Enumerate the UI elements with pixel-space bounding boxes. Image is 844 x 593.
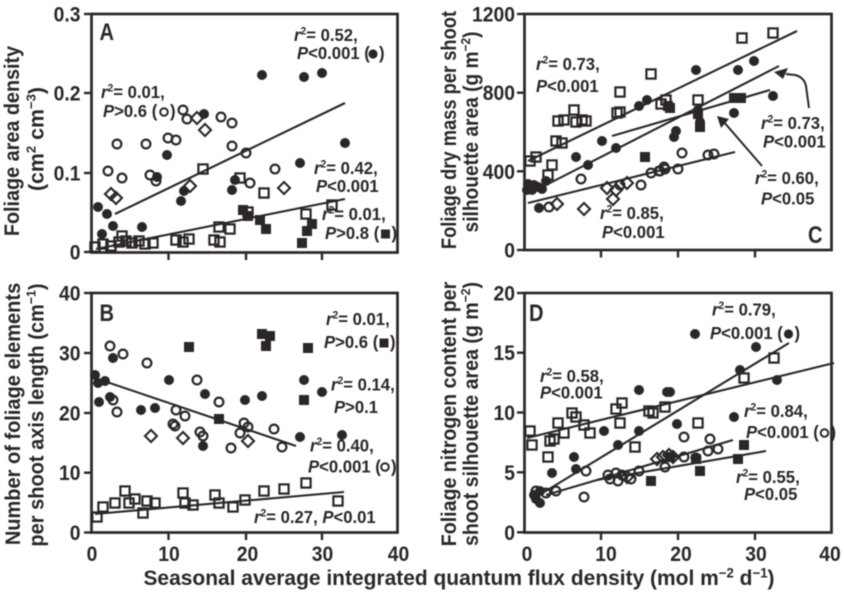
svg-text:r2= 0.42,: r2= 0.42, <box>314 158 378 178</box>
svg-text:0: 0 <box>522 543 533 566</box>
svg-text:P<0.001 (: P<0.001 ( <box>710 324 783 343</box>
svg-text:r2= 0.40,: r2= 0.40, <box>310 436 374 456</box>
svg-text:r2= 0.73,: r2= 0.73, <box>536 54 600 74</box>
svg-text:): ) <box>379 44 385 63</box>
svg-text:r2= 0.55,: r2= 0.55, <box>736 467 800 487</box>
svg-text:40: 40 <box>59 283 80 306</box>
svg-text:P<0.05: P<0.05 <box>761 189 814 208</box>
svg-text:Foliage area density: Foliage area density <box>0 45 24 236</box>
svg-text:): ) <box>795 324 801 343</box>
svg-text:20: 20 <box>494 283 515 306</box>
svg-text:40: 40 <box>388 543 409 566</box>
svg-text:C: C <box>808 221 823 248</box>
svg-text:): ) <box>392 224 398 243</box>
svg-text:P<0.001: P<0.001 <box>763 132 826 151</box>
svg-text:10: 10 <box>158 543 179 566</box>
svg-text:5: 5 <box>504 462 515 485</box>
svg-text:r2= 0.58,: r2= 0.58, <box>540 366 604 386</box>
svg-text:20: 20 <box>237 543 258 566</box>
svg-text:10: 10 <box>595 543 616 566</box>
svg-text:P<0.05: P<0.05 <box>744 485 797 504</box>
svg-text:): ) <box>831 423 837 442</box>
svg-text:per shoot axis length (cm−1​): per shoot axis length (cm−1​) <box>23 283 49 546</box>
svg-text:D: D <box>529 299 544 326</box>
svg-text:P>0.6 (: P>0.6 ( <box>103 102 158 121</box>
svg-text:10: 10 <box>59 463 80 486</box>
svg-text:r2= 0.01,: r2= 0.01, <box>326 309 390 329</box>
svg-text:P<0.001: P<0.001 <box>536 77 599 96</box>
svg-text:silhouette area (g m−2​): silhouette area (g m−2​) <box>458 32 483 233</box>
svg-text:r2= 0.84,: r2= 0.84, <box>744 401 808 421</box>
svg-text:r2= 0.60,: r2= 0.60, <box>755 168 819 188</box>
svg-text:r2= 0.14,: r2= 0.14, <box>331 375 395 395</box>
svg-text:0.1: 0.1 <box>54 163 81 186</box>
svg-text:r2= 0.79,: r2= 0.79, <box>712 300 776 320</box>
svg-text:r2= 0.01,: r2= 0.01, <box>101 82 165 102</box>
svg-text:0.2: 0.2 <box>54 83 81 106</box>
svg-text:15: 15 <box>494 343 515 366</box>
svg-text:0: 0 <box>87 543 98 566</box>
svg-text:r2= 0.01,: r2= 0.01, <box>322 204 386 224</box>
svg-text:1200: 1200 <box>472 4 515 27</box>
svg-text:30: 30 <box>312 543 333 566</box>
svg-text:10: 10 <box>494 402 515 425</box>
svg-text:400: 400 <box>483 161 515 184</box>
svg-text:P>0.1: P>0.1 <box>334 398 378 417</box>
svg-text:A: A <box>100 18 115 45</box>
svg-text:0: 0 <box>504 522 515 545</box>
svg-text:r2= 0.52,: r2= 0.52, <box>294 25 358 45</box>
svg-text:40: 40 <box>819 543 840 566</box>
svg-text:Seasonal average integrated qu: Seasonal average integrated quantum flux… <box>143 565 774 590</box>
svg-text:20: 20 <box>670 543 691 566</box>
svg-text:P>0.8 (: P>0.8 ( <box>325 224 380 243</box>
svg-text:): ) <box>390 333 396 352</box>
svg-text:Foliage dry mass per shoot: Foliage dry mass per shoot <box>438 11 462 249</box>
svg-text:0: 0 <box>70 522 81 545</box>
svg-text:r2= 0.73,: r2= 0.73, <box>761 113 825 133</box>
svg-text:P<0.001: P<0.001 <box>602 223 665 242</box>
svg-text:P<0.001: P<0.001 <box>316 177 379 196</box>
svg-text:r2= 0.27, P<0.01: r2= 0.27, P<0.01 <box>254 507 376 527</box>
svg-text:P<0.001: P<0.001 <box>540 383 603 402</box>
svg-text:): ) <box>170 102 176 121</box>
svg-text:0: 0 <box>70 242 81 265</box>
svg-text:Foliage nitrogen content per: Foliage nitrogen content per <box>437 282 461 546</box>
svg-text:P>0.6 (: P>0.6 ( <box>324 333 379 352</box>
svg-text:0.3: 0.3 <box>54 4 81 27</box>
svg-text:P<0.001 (: P<0.001 ( <box>308 457 381 476</box>
svg-text:20: 20 <box>59 403 80 426</box>
svg-text:Number of foliage elements: Number of foliage elements <box>1 283 25 545</box>
svg-text:30: 30 <box>59 343 80 366</box>
svg-text:30: 30 <box>745 543 766 566</box>
svg-text:(cm2​ cm−3​): (cm2​ cm−3​) <box>23 87 48 191</box>
svg-text:P<0.001 (: P<0.001 ( <box>297 44 370 63</box>
svg-text:shoot silhouette area (g m−2​): shoot silhouette area (g m−2​) <box>458 282 483 546</box>
svg-text:0: 0 <box>504 240 515 263</box>
svg-text:800: 800 <box>483 83 515 106</box>
svg-text:P<0.001 (: P<0.001 ( <box>746 423 819 442</box>
svg-text:r2= 0.85,: r2= 0.85, <box>600 203 664 223</box>
svg-text:): ) <box>391 457 397 476</box>
svg-text:B: B <box>100 299 115 326</box>
